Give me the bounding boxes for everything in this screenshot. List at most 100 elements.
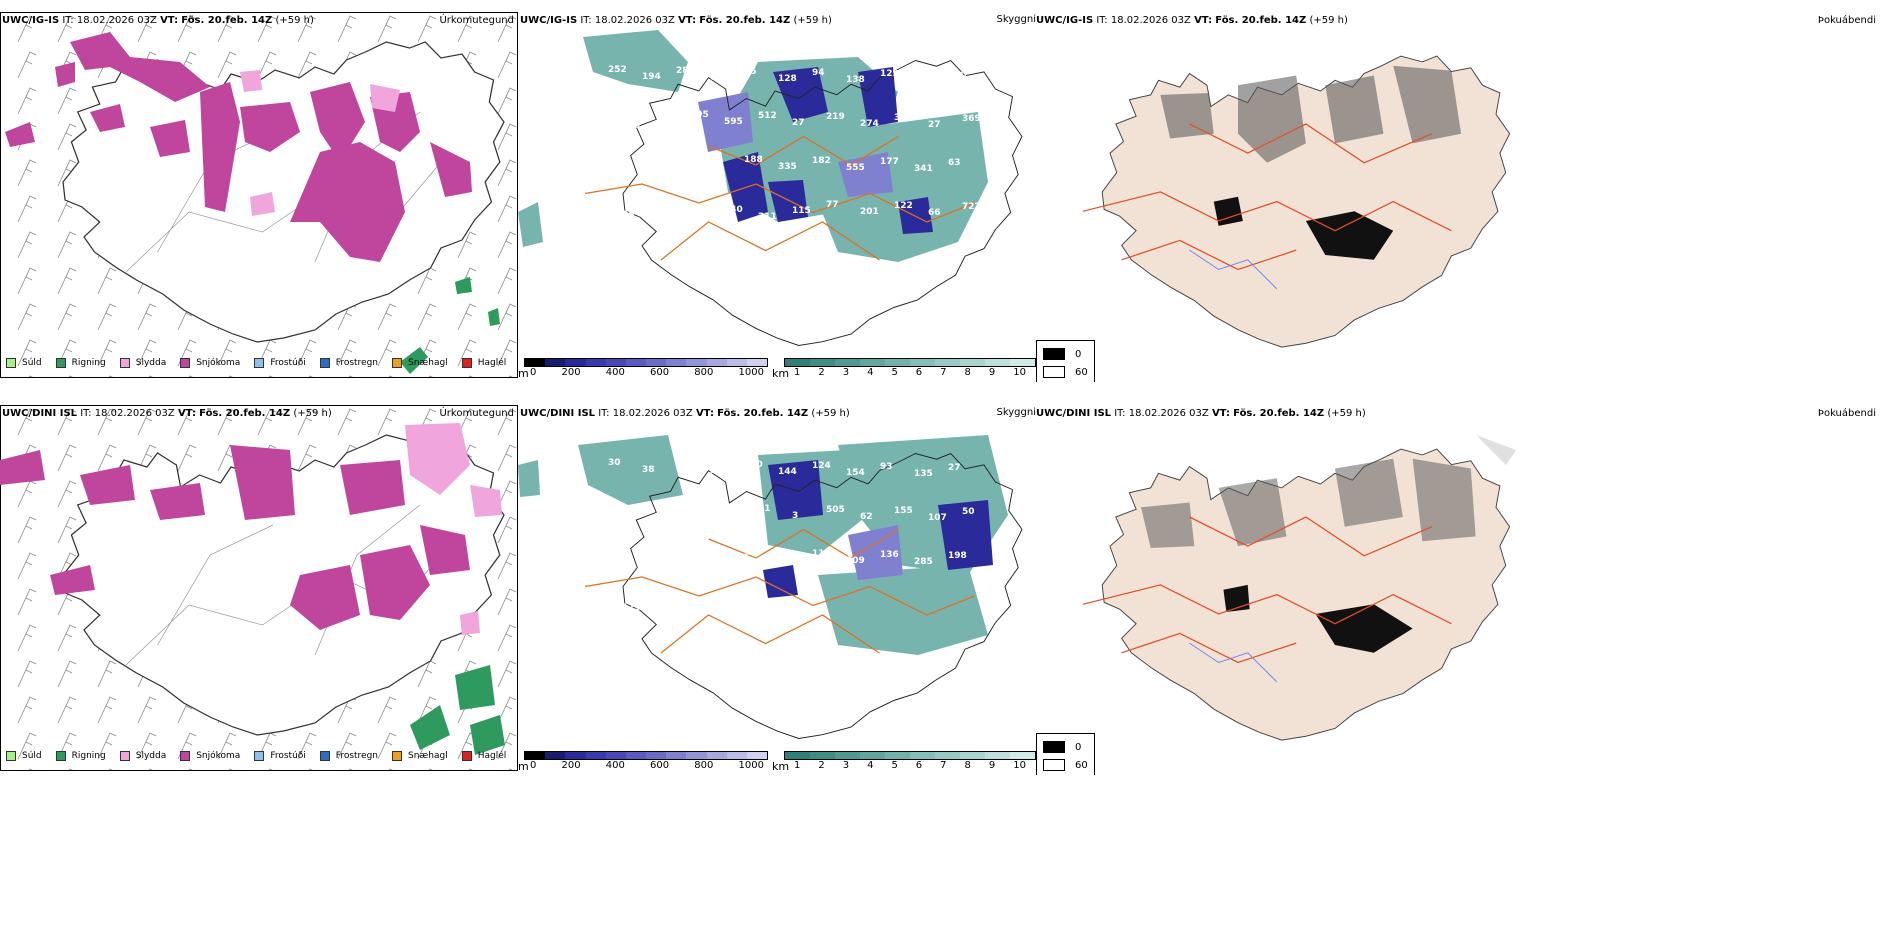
vis-bin xyxy=(910,359,935,366)
snow-bin xyxy=(545,752,566,759)
snow-depth-label: 27 xyxy=(792,118,805,128)
vis-bin xyxy=(935,752,960,759)
snow-depth-label: 188 xyxy=(744,155,763,165)
vis-bin xyxy=(785,752,810,759)
snow-depth-label: 62 xyxy=(860,512,873,522)
legend-item-slydda: Slydda xyxy=(119,751,166,761)
snow-depth-label: 229 xyxy=(690,604,709,614)
snow-depth-label: 198 xyxy=(948,551,967,561)
legend-swatch xyxy=(180,751,191,761)
snow-title-row2: UWC/DINI ISL IT: 18.02.2026 03Z VT: Fös.… xyxy=(520,408,850,419)
snow-bin xyxy=(585,359,606,366)
vis-bin xyxy=(960,752,985,759)
snow-depth-label: 369 xyxy=(962,114,981,124)
legend-item-frostregn: Frostregn xyxy=(319,358,378,368)
snow-depth-label: 115 xyxy=(792,206,811,216)
snow-depth-label: 93 xyxy=(880,462,893,472)
snow-depth-label: 71 xyxy=(758,504,771,514)
vis-bin xyxy=(1010,359,1035,366)
ptype-map-row1 xyxy=(1,13,517,377)
legend-swatch xyxy=(254,751,265,761)
snow-colorbar-row1 xyxy=(524,358,768,367)
snow-bin xyxy=(625,359,647,366)
snow-depth-label: 555 xyxy=(846,163,865,173)
legend-swatch xyxy=(55,358,66,368)
snow-depth-label: 3 xyxy=(792,511,798,521)
snow-bin xyxy=(545,359,566,366)
snow-depth-label: 107 xyxy=(928,513,947,523)
ptype-title-row1: UWC/IG-IS IT: 18.02.2026 03Z VT: Fös. 20… xyxy=(2,15,314,26)
legend-item-frostudi: Frostúði xyxy=(254,751,306,761)
snow-bin xyxy=(605,752,626,759)
snow-depth-label: 595 xyxy=(724,117,743,127)
fog-map-row2 xyxy=(1082,435,1516,741)
snow-depth-label: 169 xyxy=(676,167,695,177)
snow-depth-label: 116 xyxy=(812,549,831,559)
fog-panel-row1: UWC/IG-IS IT: 18.02.2026 03Z VT: Fös. 20… xyxy=(1036,12,1876,382)
snow-bin xyxy=(706,752,727,759)
snow-depth-label: 194 xyxy=(642,72,661,82)
snow-depth-label: 134 xyxy=(676,560,695,570)
snow-depth-label: 177 xyxy=(880,157,899,167)
ptype-legend-row1: Súld Rigning Slydda Snjókoma Frostúði Fr… xyxy=(6,358,506,368)
snow-depth-label: 136 xyxy=(880,550,899,560)
snow-depth-label: 209 xyxy=(846,556,865,566)
ptype-panel-row2: UWC/DINI ISL IT: 18.02.2026 03Z VT: Fös.… xyxy=(0,405,518,771)
vis-colorbar-row2 xyxy=(784,751,1036,760)
snow-field-title-row1: Skyggni xyxy=(996,14,1036,25)
snow-bin xyxy=(565,752,586,759)
snow-bin xyxy=(686,359,707,366)
fog-swatch-60 xyxy=(1043,366,1065,378)
legend-swatch xyxy=(461,751,472,761)
vis-unit-row2: km xyxy=(772,760,790,773)
snow-depth-label: 13 xyxy=(914,76,927,86)
vis-bin xyxy=(835,752,860,759)
legend-swatch xyxy=(6,358,16,368)
legend-swatch xyxy=(392,358,403,368)
legend-item-hagel: Haglél xyxy=(461,358,506,368)
snow-ticks-row2: 0 200 400 600 800 1000 xyxy=(530,760,764,771)
snow-bin xyxy=(605,359,626,366)
snow-depth-label: 122 xyxy=(690,503,709,513)
snow-depth-label: 94 xyxy=(812,68,825,78)
snow-bin xyxy=(525,752,546,759)
ptype-title-row2: UWC/DINI ISL IT: 18.02.2026 03Z VT: Fös.… xyxy=(2,408,332,419)
vis-bin xyxy=(860,359,885,366)
snow-depth-label: 350 xyxy=(656,597,675,607)
snow-depth-label: 65 xyxy=(622,210,635,220)
snow-depth-label: 77 xyxy=(826,200,839,210)
snow-colorbar-row2 xyxy=(524,751,768,760)
fog-swatch-0 xyxy=(1043,348,1065,360)
snow-bin xyxy=(706,359,727,366)
legend-swatch xyxy=(119,751,130,761)
vis-unit-row1: km xyxy=(772,367,790,380)
legend-item-rigning: Rigning xyxy=(55,358,106,368)
snow-depth-label: 73 xyxy=(656,116,669,126)
ptype-map-row2 xyxy=(0,406,517,770)
snow-depth-label: 128 xyxy=(778,74,797,84)
snow-depth-label: 15 xyxy=(744,67,757,77)
legend-item-frostregn: Frostregn xyxy=(319,751,378,761)
snow-depth-label: 28 xyxy=(676,66,689,76)
fog-swatch-0 xyxy=(1043,741,1065,753)
snow-depth-label: 219 xyxy=(826,112,845,122)
fog-swatch-60 xyxy=(1043,759,1065,771)
snow-depth-label: 135 xyxy=(914,469,933,479)
snow-depth-label: 140 xyxy=(744,460,763,470)
vis-bin xyxy=(860,752,885,759)
legend-item-slydda: Slydda xyxy=(119,358,166,368)
snow-bin xyxy=(646,359,667,366)
snow-depth-label: 96 xyxy=(744,548,757,558)
ptype-field-title-row1: Úrkomutegund xyxy=(439,15,514,26)
legend-item-rigning: Rigning xyxy=(55,751,106,761)
snow-bin xyxy=(746,752,768,759)
snow-depth-label: 129 xyxy=(880,69,899,79)
snow-bin xyxy=(686,752,707,759)
fog-legend-row1: 0 60 xyxy=(1036,340,1095,382)
snow-unit-row2: m xyxy=(518,760,529,773)
snow-depth-label: 352 xyxy=(894,113,913,123)
ptype-panel-row1: UWC/IG-IS IT: 18.02.2026 03Z VT: Fös. 20… xyxy=(0,12,518,378)
snow-depth-label: 41 xyxy=(724,598,737,608)
fog-field-title-row1: Þokuábendi xyxy=(1817,15,1876,26)
snow-depth-label: 591 xyxy=(710,466,729,476)
